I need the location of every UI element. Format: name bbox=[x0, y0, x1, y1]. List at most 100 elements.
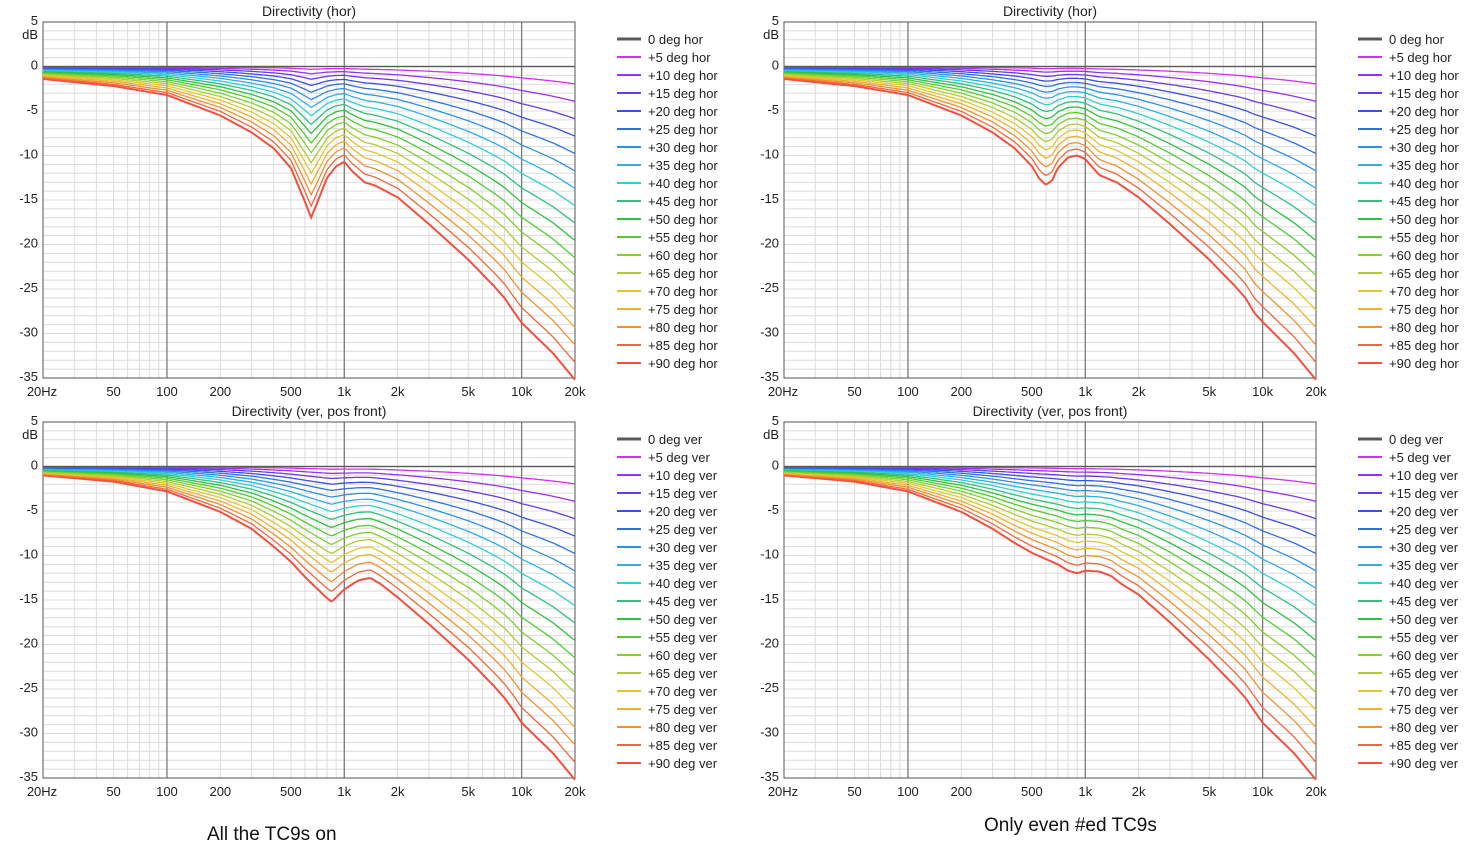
y-tick-label: -35 bbox=[19, 769, 38, 784]
caption-right: Only even #ed TC9s bbox=[984, 815, 1157, 836]
legend-label: +90 deg hor bbox=[1389, 356, 1459, 371]
x-tick-label: 20Hz bbox=[27, 784, 57, 799]
series-line-17 bbox=[42, 77, 576, 363]
series-line-17 bbox=[783, 77, 1317, 363]
y-tick-label: -35 bbox=[760, 769, 779, 784]
y-axis-label: dB bbox=[22, 427, 38, 442]
y-tick-label: -10 bbox=[760, 547, 779, 562]
y-tick-label: 5 bbox=[31, 13, 38, 28]
series-line-4 bbox=[783, 466, 1317, 537]
legend-label: +85 deg hor bbox=[1389, 338, 1459, 353]
x-tick-label: 50 bbox=[106, 384, 120, 399]
series-line-15 bbox=[783, 75, 1317, 329]
legend-label: +90 deg ver bbox=[648, 756, 718, 771]
legend-label: +45 deg ver bbox=[1389, 594, 1459, 609]
y-tick-label: 0 bbox=[772, 458, 779, 473]
legend-label: +65 deg hor bbox=[1389, 266, 1459, 281]
legend-label: +80 deg hor bbox=[648, 320, 718, 335]
legend: 0 deg ver +5 deg ver +10 deg ver +15 deg ve… bbox=[617, 432, 718, 771]
series-line-18 bbox=[42, 78, 576, 381]
series-line-17 bbox=[42, 474, 576, 763]
x-tick-label: 500 bbox=[1021, 384, 1043, 399]
y-tick-label: -10 bbox=[19, 547, 38, 562]
legend-label: +55 deg hor bbox=[648, 230, 718, 245]
x-tick-label: 20Hz bbox=[27, 384, 57, 399]
legend-label: +50 deg ver bbox=[648, 612, 718, 627]
series-line-4 bbox=[42, 466, 576, 537]
y-tick-label: -35 bbox=[19, 369, 38, 384]
chart-title: Directivity (ver, pos front) bbox=[973, 403, 1128, 419]
legend-label: +5 deg ver bbox=[648, 450, 710, 465]
plot-frame bbox=[42, 21, 576, 379]
series-line-4 bbox=[784, 67, 1317, 137]
series-line-7 bbox=[784, 468, 1317, 589]
legend-label: +70 deg hor bbox=[1389, 284, 1459, 299]
x-tick-label: 100 bbox=[156, 784, 178, 799]
series-line-15 bbox=[42, 75, 576, 329]
series-line-13 bbox=[42, 471, 576, 694]
x-tick-label: 200 bbox=[950, 384, 972, 399]
x-tick-label: 20Hz bbox=[768, 384, 798, 399]
series-line-7 bbox=[42, 68, 576, 189]
legend-label: +40 deg ver bbox=[648, 576, 718, 591]
legend-label: +75 deg hor bbox=[648, 302, 718, 317]
x-tick-label: 5k bbox=[461, 384, 475, 399]
y-tick-label: -15 bbox=[760, 591, 779, 606]
y-tick-label: -30 bbox=[760, 325, 779, 340]
legend-label: 0 deg hor bbox=[648, 32, 704, 47]
series-line-12 bbox=[783, 470, 1317, 676]
series-line-8 bbox=[783, 468, 1317, 607]
series-line-10 bbox=[43, 71, 576, 242]
legend-label: +5 deg hor bbox=[1389, 50, 1452, 65]
y-tick-label: -20 bbox=[760, 636, 779, 651]
x-tick-label: 20k bbox=[1306, 784, 1327, 799]
x-tick-label: 10k bbox=[511, 784, 532, 799]
series-line-11 bbox=[783, 71, 1317, 259]
series-line-6 bbox=[42, 68, 576, 172]
series-group bbox=[783, 465, 1317, 781]
series-line-14 bbox=[42, 471, 576, 711]
y-tick-label: -15 bbox=[19, 591, 38, 606]
legend-label: +65 deg ver bbox=[1389, 666, 1459, 681]
chart-3: Directivity (ver, pos front)50-5-10-15-2… bbox=[19, 403, 717, 799]
legend-label: +30 deg hor bbox=[648, 140, 718, 155]
series-line-12 bbox=[42, 470, 576, 676]
series-line-8 bbox=[42, 468, 576, 607]
x-tick-label: 10k bbox=[511, 384, 532, 399]
series-line-12 bbox=[42, 72, 576, 276]
x-tick-label: 100 bbox=[897, 784, 919, 799]
series-line-16 bbox=[42, 76, 576, 346]
y-tick-label: -35 bbox=[760, 369, 779, 384]
legend: 0 deg ver +5 deg ver +10 deg ver +15 deg ve… bbox=[1358, 432, 1459, 771]
y-tick-label: -15 bbox=[760, 191, 779, 206]
chart-title: Directivity (hor) bbox=[1003, 3, 1097, 19]
legend-label: +45 deg hor bbox=[1389, 194, 1459, 209]
legend-label: +65 deg hor bbox=[648, 266, 718, 281]
legend-label: +25 deg ver bbox=[648, 522, 718, 537]
chart-4: Directivity (ver, pos front)50-5-10-15-2… bbox=[760, 403, 1458, 799]
legend-label: +10 deg hor bbox=[648, 68, 718, 83]
legend-label: +70 deg ver bbox=[1389, 684, 1459, 699]
x-tick-label: 20Hz bbox=[768, 784, 798, 799]
y-tick-label: -20 bbox=[19, 236, 38, 251]
x-tick-label: 20k bbox=[565, 784, 586, 799]
series-line-14 bbox=[42, 74, 576, 311]
x-tick-label: 1k bbox=[1078, 384, 1092, 399]
legend-label: 0 deg ver bbox=[1389, 432, 1444, 447]
legend-label: +55 deg ver bbox=[648, 630, 718, 645]
chart-1: Directivity (hor)50-5-10-15-20-25-30-35d… bbox=[19, 3, 718, 399]
y-axis-label: dB bbox=[763, 427, 779, 442]
series-line-9 bbox=[783, 70, 1317, 224]
x-tick-label: 500 bbox=[1021, 784, 1043, 799]
x-tick-label: 100 bbox=[156, 384, 178, 399]
series-line-7 bbox=[43, 468, 576, 589]
x-tick-label: 500 bbox=[280, 384, 302, 399]
y-tick-label: 0 bbox=[772, 58, 779, 73]
legend-label: +30 deg hor bbox=[1389, 140, 1459, 155]
legend-label: +35 deg ver bbox=[648, 558, 718, 573]
series-line-5 bbox=[784, 467, 1317, 555]
y-tick-label: -20 bbox=[19, 636, 38, 651]
legend-label: +60 deg ver bbox=[648, 648, 718, 663]
legend-label: +70 deg ver bbox=[648, 684, 718, 699]
